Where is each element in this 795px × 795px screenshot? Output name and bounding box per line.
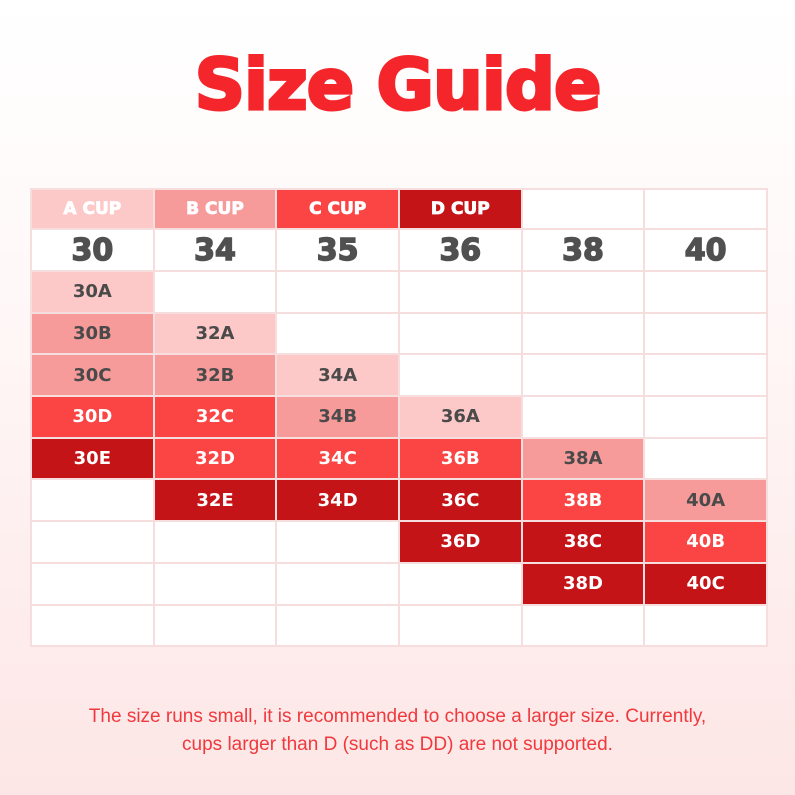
- cup-header: [645, 190, 768, 230]
- empty-cell: [277, 563, 400, 606]
- empty-cell: [277, 522, 400, 564]
- empty-cell: [32, 563, 155, 606]
- empty-cell: [522, 605, 646, 648]
- empty-cell: [32, 480, 155, 523]
- size-cell: 34A: [277, 355, 400, 398]
- empty-cell: [399, 272, 523, 314]
- size-note-line-2: cups larger than D (such as DD) are not …: [182, 734, 613, 755]
- size-cell: 30E: [32, 438, 155, 481]
- size-cell: 40A: [645, 480, 768, 523]
- size-note: The size runs small, it is recommended t…: [0, 703, 795, 759]
- cup-header: D CUP: [399, 190, 523, 230]
- empty-cell: [277, 605, 400, 648]
- size-cell: 38B: [522, 480, 646, 523]
- band-header: 40: [645, 230, 768, 272]
- empty-cell: [154, 605, 278, 648]
- size-note-line-1: The size runs small, it is recommended t…: [88, 706, 707, 727]
- size-chart-table: A CUP B CUP C CUP D CUP 30 34 35 36 38 40 30A 30B 32…: [30, 188, 768, 648]
- size-cell: 34D: [277, 480, 400, 523]
- size-cell: 36D: [399, 522, 523, 564]
- size-cell: 32D: [154, 438, 278, 481]
- band-header: 34: [154, 230, 278, 272]
- size-cell: 38D: [522, 563, 646, 606]
- empty-cell: [32, 605, 155, 648]
- cup-header: [522, 190, 646, 230]
- empty-cell: [154, 272, 278, 314]
- size-cell: 34C: [277, 438, 400, 481]
- empty-cell: [277, 272, 400, 314]
- empty-cell: [645, 272, 768, 314]
- empty-cell: [399, 313, 523, 356]
- size-cell: 36C: [399, 480, 523, 523]
- empty-cell: [522, 355, 646, 398]
- size-cell: 36A: [399, 397, 523, 439]
- empty-cell: [154, 563, 278, 606]
- size-cell: 38C: [522, 522, 646, 564]
- empty-cell: [399, 605, 523, 648]
- size-cell: 30A: [32, 272, 155, 314]
- empty-cell: [645, 397, 768, 439]
- size-cell: 36B: [399, 438, 523, 481]
- band-header: 30: [32, 230, 155, 272]
- empty-cell: [277, 313, 400, 356]
- empty-cell: [645, 355, 768, 398]
- empty-cell: [645, 313, 768, 356]
- band-header: 36: [399, 230, 523, 272]
- empty-cell: [522, 313, 646, 356]
- size-cell: 32A: [154, 313, 278, 356]
- cup-header: A CUP: [32, 190, 155, 230]
- cup-header: B CUP: [154, 190, 278, 230]
- size-cell: 30D: [32, 397, 155, 439]
- size-cell: 32B: [154, 355, 278, 398]
- size-cell: 34B: [277, 397, 400, 439]
- empty-cell: [399, 563, 523, 606]
- empty-cell: [399, 355, 523, 398]
- band-header: 38: [522, 230, 646, 272]
- page-title: Size Guide: [193, 43, 603, 128]
- size-cell: 38A: [522, 438, 646, 481]
- size-cell: 40C: [645, 563, 768, 606]
- cup-header: C CUP: [277, 190, 400, 230]
- empty-cell: [522, 397, 646, 439]
- empty-cell: [522, 272, 646, 314]
- empty-cell: [154, 522, 278, 564]
- size-cell: 40B: [645, 522, 768, 564]
- empty-cell: [645, 438, 768, 481]
- size-cell: 32E: [154, 480, 278, 523]
- size-cell: 32C: [154, 397, 278, 439]
- empty-cell: [645, 605, 768, 648]
- size-cell: 30C: [32, 355, 155, 398]
- band-header: 35: [277, 230, 400, 272]
- size-cell: 30B: [32, 313, 155, 356]
- empty-cell: [32, 522, 155, 564]
